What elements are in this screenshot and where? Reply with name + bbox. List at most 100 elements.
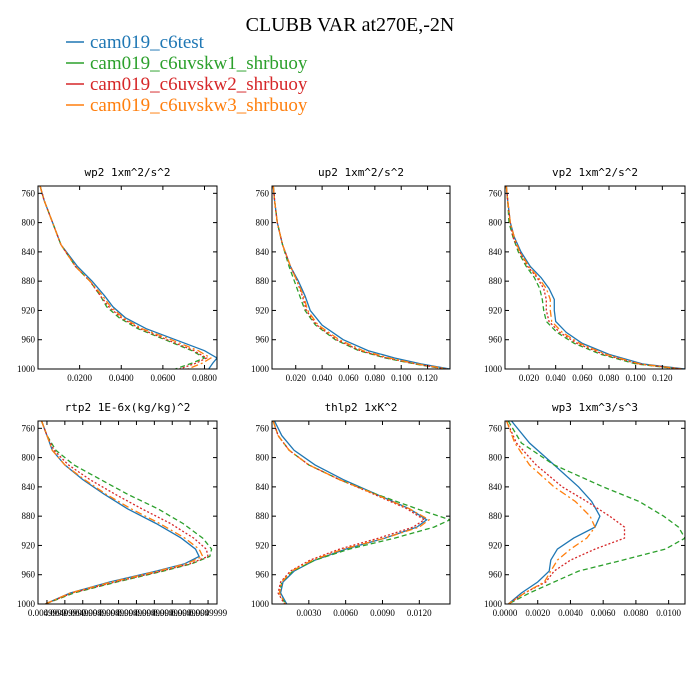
- y-tick-label: 800: [489, 218, 503, 228]
- panel-title: thlp2 1xK^2: [325, 401, 398, 414]
- series-line: [505, 186, 683, 369]
- y-tick-label: 1000: [251, 364, 270, 374]
- y-tick-label: 840: [22, 247, 36, 257]
- x-tick-label: 0.0000: [493, 608, 518, 618]
- x-tick-label: 0.0049999: [28, 608, 67, 618]
- y-tick-label: 1000: [484, 599, 503, 609]
- x-tick-label: 0.0090: [370, 608, 395, 618]
- series-line: [39, 186, 206, 369]
- plot-frame: [271, 420, 451, 605]
- y-tick-label: 840: [22, 482, 36, 492]
- series-line: [273, 421, 428, 604]
- y-tick-label: 800: [22, 218, 36, 228]
- legend-label: cam019_c6test: [90, 32, 205, 53]
- y-tick-label: 840: [489, 482, 503, 492]
- y-tick-label: 1000: [251, 599, 270, 609]
- plot-frame: [37, 185, 218, 370]
- y-tick-label: 960: [489, 570, 503, 580]
- series-line: [40, 421, 209, 604]
- panel: thlp2 1xK^2 760 800 840 880 920 960 1000 0.0030 0…: [251, 401, 451, 618]
- series-line: [272, 421, 426, 604]
- y-tick-label: 920: [22, 305, 36, 315]
- panel: rtp2 1E-6x(kg/kg)^2 760 800 840 880 920 960 100…: [17, 401, 228, 618]
- y-tick-label: 880: [256, 276, 270, 286]
- y-tick-label: 880: [489, 276, 503, 286]
- y-tick-label: 760: [489, 423, 503, 433]
- x-tick-label: 0.0060: [333, 608, 358, 618]
- y-tick-label: 920: [489, 305, 503, 315]
- series-line: [505, 421, 596, 604]
- panel-title: vp2 1xm^2/s^2: [552, 166, 638, 179]
- legend-label: cam019_c6uvskw2_shrbuoy: [90, 74, 308, 95]
- panel: wp3 1xm^3/s^3 760 800 840 880 920 960 10000.000…: [484, 401, 686, 618]
- y-tick-label: 920: [256, 540, 270, 550]
- y-tick-label: 760: [489, 188, 503, 198]
- x-tick-label: 0.0060: [591, 608, 616, 618]
- x-tick-label: 0.0049999: [189, 608, 228, 618]
- series-line: [272, 186, 448, 369]
- y-tick-label: 800: [256, 453, 270, 463]
- y-tick-label: 840: [256, 247, 270, 257]
- x-tick-label: 0.0049999: [135, 608, 174, 618]
- x-tick-label: 0.0049999: [117, 608, 156, 618]
- y-tick-label: 800: [256, 218, 270, 228]
- panel-title: rtp2 1E-6x(kg/kg)^2: [65, 401, 191, 414]
- legend-item: cam019_c6test: [66, 32, 205, 53]
- x-tick-label: 0.080: [365, 373, 386, 383]
- legend-label: cam019_c6uvskw3_shrbuoy: [90, 95, 308, 116]
- x-tick-label: 0.0120: [407, 608, 432, 618]
- y-tick-label: 760: [256, 423, 270, 433]
- y-tick-label: 920: [256, 305, 270, 315]
- x-tick-label: 0.040: [546, 373, 567, 383]
- panel: wp2 1xm^2/s^2 760 800 840 880 920 960 1000 0.020…: [17, 166, 218, 383]
- series-line: [40, 421, 213, 604]
- x-tick-label: 0.100: [626, 373, 647, 383]
- series-line: [272, 421, 431, 604]
- y-tick-label: 960: [256, 335, 270, 345]
- y-tick-label: 760: [256, 188, 270, 198]
- y-tick-label: 1000: [484, 364, 503, 374]
- y-tick-label: 960: [22, 570, 36, 580]
- panels: wp2 1xm^2/s^2 760 800 840 880 920 960 1000 0.020…: [17, 166, 686, 618]
- x-tick-label: 0.0049999: [82, 608, 121, 618]
- series-line: [39, 186, 208, 369]
- x-tick-label: 0.0049999: [153, 608, 192, 618]
- panel-title: wp2 1xm^2/s^2: [84, 166, 170, 179]
- series-line: [40, 421, 200, 604]
- x-tick-label: 0.00499999: [43, 608, 86, 618]
- y-tick-label: 880: [489, 511, 503, 521]
- series-line: [272, 186, 450, 369]
- x-tick-label: 0.0030: [296, 608, 321, 618]
- x-tick-label: 0.0400: [109, 373, 134, 383]
- series-line: [505, 186, 682, 369]
- x-tick-label: 0.120: [652, 373, 673, 383]
- series-line: [506, 421, 626, 604]
- x-tick-label: 0.0020: [525, 608, 550, 618]
- plot-frame: [271, 185, 451, 370]
- y-tick-label: 880: [22, 276, 36, 286]
- x-tick-label: 0.0080: [624, 608, 649, 618]
- series-line: [505, 186, 680, 369]
- plot-frame: [37, 420, 218, 605]
- y-tick-label: 920: [489, 540, 503, 550]
- y-tick-label: 1000: [17, 364, 36, 374]
- y-tick-label: 840: [256, 482, 270, 492]
- x-tick-label: 0.060: [338, 373, 359, 383]
- y-tick-label: 800: [489, 453, 503, 463]
- x-tick-label: 0.020: [286, 373, 307, 383]
- series-line: [505, 186, 685, 369]
- x-tick-label: 0.0600: [151, 373, 176, 383]
- series-line: [40, 421, 204, 604]
- y-tick-label: 920: [22, 540, 36, 550]
- x-tick-label: 0.0100: [656, 608, 681, 618]
- legend-label: cam019_c6uvskw1_shrbuoy: [90, 53, 308, 74]
- x-tick-label: 0.0040: [558, 608, 583, 618]
- panel-title: wp3 1xm^3/s^3: [552, 401, 638, 414]
- y-tick-label: 960: [22, 335, 36, 345]
- y-tick-label: 960: [256, 570, 270, 580]
- x-tick-label: 0.0049999: [64, 608, 103, 618]
- series-line: [39, 186, 217, 369]
- x-tick-label: 0.0800: [192, 373, 217, 383]
- figure-title: CLUBB VAR at270E,-2N: [246, 14, 455, 36]
